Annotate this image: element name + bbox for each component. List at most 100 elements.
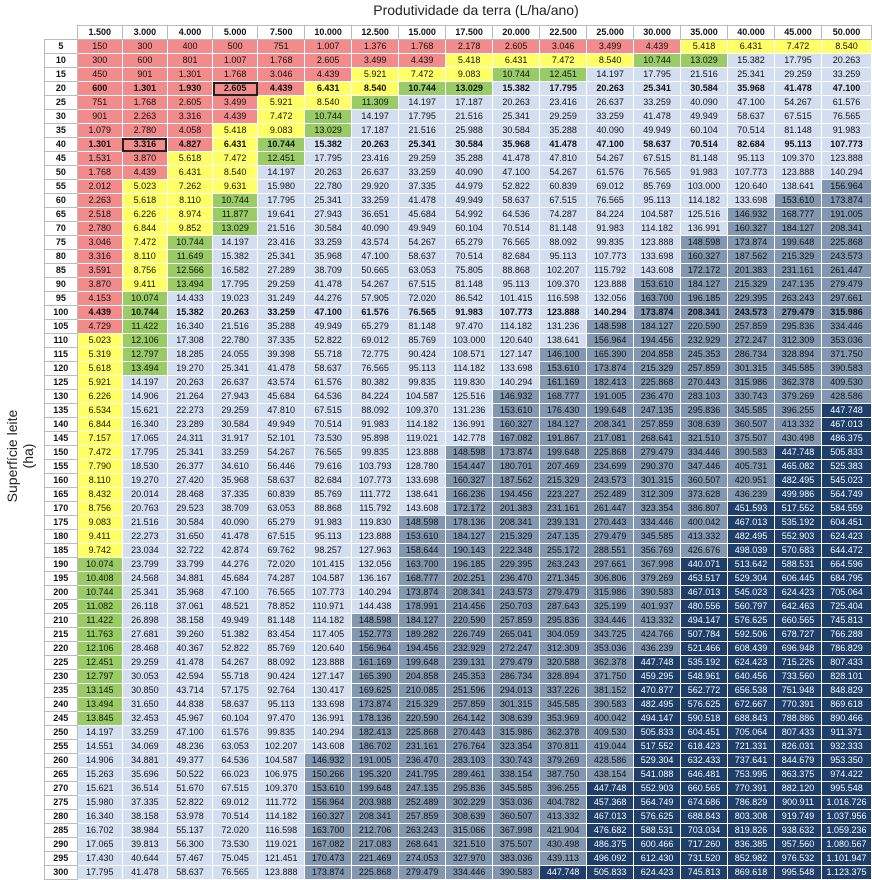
table-cell: 301.315 <box>492 697 541 712</box>
table-cell: 31.650 <box>121 697 168 712</box>
table-cell: 173.874 <box>586 361 635 376</box>
table-cell: 202.251 <box>445 571 494 586</box>
table-cell: 34.610 <box>212 459 259 474</box>
table-cell: 114.182 <box>304 613 353 628</box>
table-cell: 400 <box>166 39 214 54</box>
table-cell: 8.432 <box>76 487 123 502</box>
table-cell: 241.795 <box>398 767 447 782</box>
row-header: 200 <box>44 585 78 600</box>
table-cell: 36.651 <box>351 207 400 222</box>
table-cell: 386.807 <box>680 501 729 516</box>
table-cell: 33.259 <box>633 95 682 110</box>
table-cell: 69.012 <box>212 795 259 810</box>
table-cell: 140.294 <box>586 305 635 320</box>
row-header: 285 <box>44 823 78 838</box>
table-cell: 217.083 <box>351 837 400 852</box>
table-row: 125 5.921 14.197 20.263 26.637 43.574 61.576 80… <box>44 375 872 390</box>
table-cell: 136.991 <box>680 221 729 236</box>
table-cell: 14.197 <box>398 95 447 110</box>
table-cell: 47.100 <box>304 305 353 320</box>
table-cell: 57.905 <box>351 291 400 306</box>
row-header: 290 <box>44 837 78 852</box>
table-cell: 56.300 <box>166 837 214 852</box>
table-cell: 119.830 <box>351 515 400 530</box>
table-cell: 674.686 <box>680 795 729 810</box>
row-header: 245 <box>44 711 78 726</box>
table-cell: 201.383 <box>727 263 776 278</box>
table-cell: 606.445 <box>774 571 823 586</box>
row-header: 170 <box>44 501 78 516</box>
table-cell: 115.792 <box>586 263 635 278</box>
table-cell: 53.978 <box>166 809 214 824</box>
table-cell: 91.983 <box>586 221 635 236</box>
table-cell: 786.829 <box>727 795 776 810</box>
table-cell: 25.341 <box>212 361 259 376</box>
table-cell: 584.559 <box>821 501 872 516</box>
table-row: 275 15.980 37.335 52.822 69.012 111.772 156.96… <box>44 795 872 810</box>
table-row: 260 14.906 34.881 49.377 64.536 104.587 146.93… <box>44 753 872 768</box>
table-cell: 81.148 <box>539 221 588 236</box>
table-cell: 7.472 <box>121 235 168 250</box>
table-cell: 17.795 <box>121 445 168 460</box>
table-cell: 618.423 <box>680 739 729 754</box>
table-cell: 58.637 <box>212 697 259 712</box>
table-cell: 38.158 <box>121 809 168 824</box>
table-cell: 8.756 <box>121 263 168 278</box>
table-cell: 404.782 <box>539 795 588 810</box>
table-cell: 49.949 <box>633 123 682 138</box>
table-cell: 400.042 <box>586 711 635 726</box>
table-cell: 44.979 <box>445 179 494 194</box>
table-row: 200 10.744 25.341 35.968 47.100 76.565 107.773… <box>44 585 872 600</box>
table-cell: 30.053 <box>121 669 168 684</box>
table-cell: 345.585 <box>633 529 682 544</box>
table-cell: 104.587 <box>633 207 682 222</box>
table-cell: 17.308 <box>166 333 214 348</box>
row-header: 150 <box>44 445 78 460</box>
table-cell: 45.684 <box>257 389 306 404</box>
table-cell: 66.023 <box>212 767 259 782</box>
table-cell: 721.331 <box>727 739 776 754</box>
table-cell: 47.810 <box>257 403 306 418</box>
table-cell: 13.494 <box>76 697 123 712</box>
table-cell: 236.470 <box>398 753 447 768</box>
table-cell: 107.773 <box>304 585 353 600</box>
table-cell: 5.921 <box>351 67 400 82</box>
table-cell: 312.309 <box>774 333 823 348</box>
table-cell: 70.514 <box>727 123 776 138</box>
table-cell: 163.700 <box>633 291 682 306</box>
table-cell: 387.750 <box>539 767 588 782</box>
table-cell: 703.034 <box>680 823 729 838</box>
table-cell: 138.641 <box>398 487 447 502</box>
table-cell: 42.874 <box>212 543 259 558</box>
table-cell: 7.472 <box>539 53 588 68</box>
table-cell: 150.266 <box>304 767 353 782</box>
table-cell: 15.382 <box>166 305 214 320</box>
table-cell: 13.029 <box>445 81 494 96</box>
table-cell: 279.479 <box>398 865 447 880</box>
table-cell: 270.443 <box>586 515 635 530</box>
row-header: 85 <box>44 263 78 278</box>
table-cell: 828.101 <box>821 669 872 684</box>
table-cell: 117.405 <box>304 627 353 642</box>
column-header: 45.000 <box>774 25 823 40</box>
table-cell: 901 <box>121 67 168 82</box>
table-cell: 76.565 <box>257 585 306 600</box>
table-row: 135 6.534 15.621 22.273 29.259 47.810 67.515 88… <box>44 403 872 418</box>
table-cell: 21.264 <box>166 389 214 404</box>
table-cell: 133.698 <box>633 249 682 264</box>
table-cell: 225.868 <box>351 865 400 880</box>
table-cell: 535.192 <box>680 655 729 670</box>
table-cell: 232.929 <box>445 641 494 656</box>
table-cell: 184.127 <box>398 613 447 628</box>
table-cell: 165.390 <box>351 669 400 684</box>
table-cell: 81.148 <box>257 613 306 628</box>
table-cell: 1.059.236 <box>821 823 872 838</box>
table-cell: 6.431 <box>492 53 541 68</box>
table-cell: 116.598 <box>539 291 588 306</box>
table-cell: 268.641 <box>633 431 682 446</box>
table-cell: 19.641 <box>257 207 306 222</box>
table-cell: 35.696 <box>121 767 168 782</box>
table-cell: 315.986 <box>727 375 776 390</box>
row-header: 120 <box>44 361 78 376</box>
table-cell: 58.637 <box>727 109 776 124</box>
